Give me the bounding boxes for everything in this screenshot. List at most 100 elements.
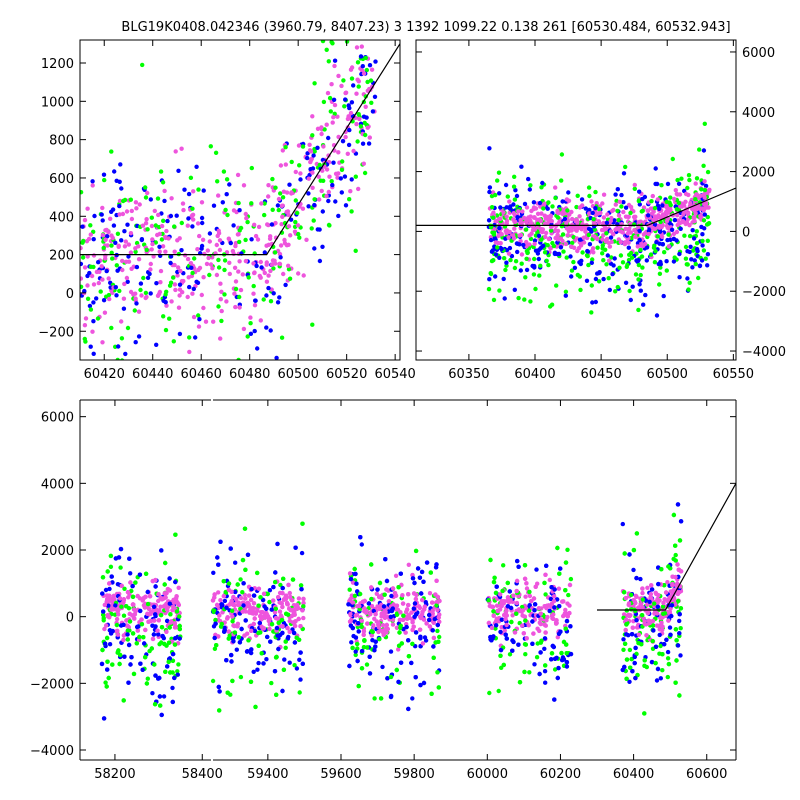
data-point	[491, 579, 497, 585]
data-point	[601, 192, 607, 197]
data-point	[635, 244, 640, 249]
data-point	[258, 595, 263, 600]
data-point	[607, 287, 612, 293]
data-point	[114, 178, 119, 183]
data-point	[493, 252, 499, 257]
data-point	[92, 213, 97, 219]
data-point	[150, 241, 155, 247]
data-point	[563, 626, 568, 631]
data-point	[359, 542, 364, 547]
data-point	[529, 231, 534, 236]
data-point	[147, 271, 152, 277]
data-point	[664, 210, 670, 216]
data-point	[507, 245, 513, 251]
data-point	[109, 233, 114, 238]
data-points	[80, 40, 400, 360]
data-point	[615, 284, 620, 290]
data-point	[373, 612, 378, 617]
data-point	[85, 296, 91, 301]
data-point	[593, 299, 598, 305]
data-point	[357, 116, 362, 122]
data-point	[364, 662, 370, 667]
data-point	[585, 253, 590, 259]
data-point	[699, 187, 704, 192]
data-point	[615, 208, 620, 214]
data-point	[532, 238, 538, 243]
data-point	[554, 621, 559, 626]
data-point	[369, 67, 375, 72]
x-tick-label: 60480	[229, 367, 270, 382]
data-point	[400, 601, 406, 606]
data-point	[578, 261, 583, 267]
data-point	[236, 200, 241, 206]
data-point	[281, 189, 287, 194]
data-point	[122, 197, 128, 203]
data-point	[106, 229, 111, 235]
data-point	[269, 680, 274, 686]
data-point	[250, 607, 255, 612]
data-point	[169, 299, 174, 304]
data-point	[634, 531, 640, 536]
data-point	[115, 357, 120, 360]
data-point	[143, 290, 149, 296]
data-point	[409, 660, 414, 666]
data-point	[124, 604, 129, 609]
data-point	[360, 141, 366, 146]
x-tick-label: 60450	[580, 367, 621, 382]
data-point	[511, 184, 517, 189]
data-point	[117, 203, 122, 209]
data-point	[539, 237, 544, 242]
data-point	[531, 200, 537, 205]
data-point	[261, 297, 266, 302]
data-point	[148, 291, 153, 296]
data-point	[671, 236, 677, 242]
data-point	[636, 258, 641, 263]
data-point	[504, 608, 509, 613]
data-point	[518, 220, 523, 225]
data-point	[248, 597, 254, 603]
data-point	[181, 207, 186, 213]
data-point	[126, 625, 131, 630]
data-point	[324, 193, 329, 199]
data-point	[162, 198, 167, 204]
data-point	[167, 576, 172, 581]
data-point	[156, 212, 161, 218]
data-point	[659, 627, 665, 633]
data-point	[91, 351, 96, 356]
data-point	[152, 702, 158, 707]
data-point	[153, 223, 158, 228]
data-point	[158, 612, 164, 618]
data-point	[435, 607, 440, 613]
data-point	[628, 665, 633, 670]
data-point	[580, 250, 585, 255]
data-point	[230, 614, 235, 619]
data-point	[548, 596, 554, 602]
data-point	[137, 202, 142, 207]
data-point	[279, 335, 285, 340]
data-point	[199, 215, 205, 221]
data-point	[549, 651, 555, 656]
data-point	[150, 237, 155, 242]
data-point	[336, 150, 341, 155]
data-point	[491, 609, 496, 614]
data-point	[358, 124, 364, 129]
data-point	[694, 229, 699, 234]
data-point	[238, 577, 243, 582]
data-point	[355, 139, 360, 144]
data-point	[105, 614, 111, 619]
data-point	[592, 234, 597, 239]
data-point	[212, 635, 217, 641]
data-point	[651, 628, 656, 633]
data-point	[568, 254, 573, 259]
x-tick-label: 60440	[132, 367, 173, 382]
data-point	[216, 684, 221, 690]
data-point	[673, 602, 678, 607]
data-point	[88, 307, 94, 312]
data-point	[623, 280, 629, 285]
data-point	[317, 197, 322, 202]
data-point	[275, 541, 280, 547]
data-point	[502, 612, 507, 618]
data-point	[564, 221, 569, 226]
data-point	[346, 142, 352, 148]
